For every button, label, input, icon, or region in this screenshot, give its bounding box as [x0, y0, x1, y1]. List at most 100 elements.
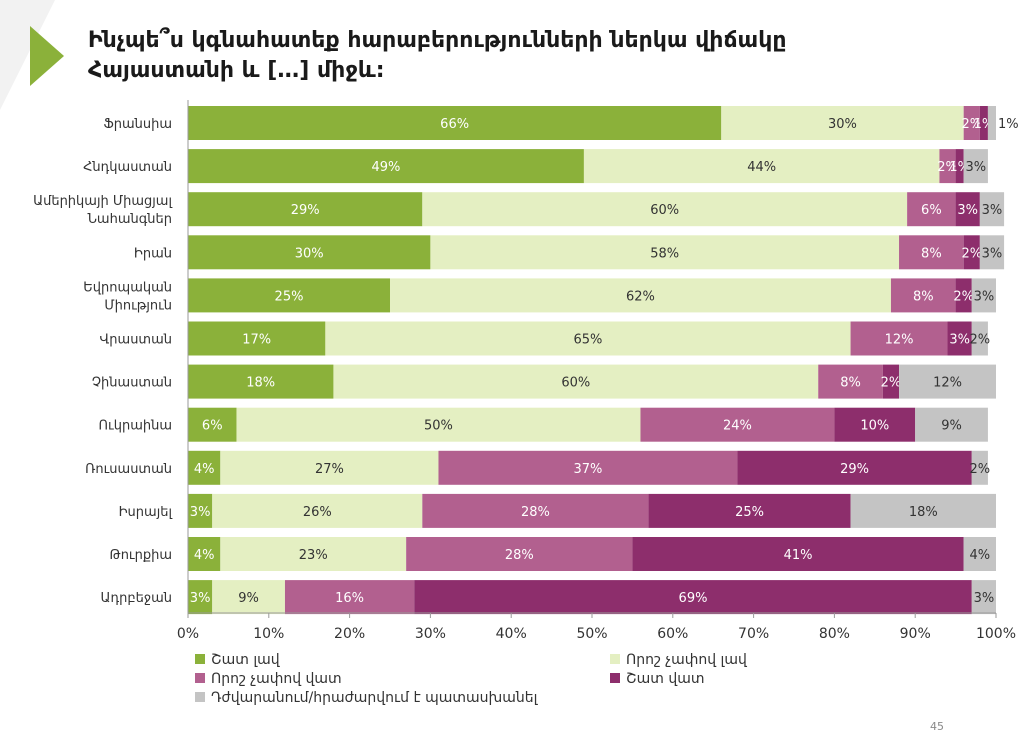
- data-label: 30%: [295, 246, 324, 261]
- data-label: 66%: [440, 117, 469, 132]
- bar-segment: [212, 493, 423, 528]
- x-tick-label: 100%: [976, 626, 1016, 642]
- category-label: Ուկրաինա: [99, 419, 172, 434]
- page-title: Ինչպե՞ս կգնահատեք հարաբերությունների ներ…: [88, 26, 948, 86]
- category-label: Իսրայել: [119, 505, 173, 520]
- title-line-2: Հայաստանի և […] միջև:: [88, 58, 385, 83]
- data-label: 2%: [953, 289, 974, 304]
- data-label: 2%: [970, 462, 991, 477]
- legend-label: Շատ լավ: [211, 652, 281, 668]
- data-label: 25%: [735, 505, 764, 520]
- data-label: 10%: [860, 419, 889, 434]
- data-label: 2%: [937, 160, 958, 175]
- data-label: 29%: [840, 462, 869, 477]
- data-label: 12%: [885, 333, 914, 348]
- bar-segment: [390, 278, 891, 313]
- x-tick-label: 70%: [738, 626, 769, 642]
- data-label: 37%: [574, 462, 603, 477]
- legend-swatch: [610, 673, 620, 683]
- category-label: Վրաստան: [100, 333, 173, 348]
- data-label: 3%: [957, 203, 978, 218]
- data-label: 3%: [190, 505, 211, 520]
- bar-segment: [834, 407, 916, 442]
- legend-swatch: [195, 692, 205, 702]
- data-label: 9%: [238, 591, 259, 606]
- bar-segment: [979, 106, 988, 140]
- x-tick-label: 0%: [177, 626, 199, 642]
- data-label: 24%: [723, 419, 752, 434]
- data-label: 8%: [840, 376, 861, 391]
- bar-segment: [188, 364, 334, 399]
- legend-label: Որոշ չափով վատ: [211, 671, 342, 687]
- data-label: 3%: [982, 246, 1003, 261]
- data-label: 3%: [965, 160, 986, 175]
- bar-segment: [955, 149, 964, 184]
- legend: Շատ լավ Որոշ չափով լավ Որոշ չափով վատ Շատ վ…: [195, 652, 748, 706]
- category-label: Ֆրանսիա: [103, 117, 172, 132]
- bar-segment: [188, 192, 423, 227]
- bar-segment: [899, 235, 964, 270]
- data-label: 18%: [246, 376, 275, 391]
- data-label: 25%: [275, 289, 304, 304]
- bar-segment: [632, 537, 964, 571]
- title-arrow-icon: [30, 26, 64, 86]
- bar-segment: [583, 149, 940, 184]
- x-tick-label: 30%: [415, 626, 446, 642]
- x-tick-label: 20%: [334, 626, 365, 642]
- bar-segment: [947, 321, 972, 356]
- data-label: 2%: [881, 376, 902, 391]
- data-label: 12%: [933, 376, 962, 391]
- data-label: 60%: [650, 203, 679, 218]
- bar-segment: [220, 537, 407, 571]
- bar-segment: [188, 407, 237, 442]
- page-number: 45: [930, 720, 944, 733]
- bar-segment: [882, 364, 900, 399]
- data-label: 27%: [315, 462, 344, 477]
- category-label: Չինաստան: [92, 376, 172, 391]
- bar-segment: [963, 149, 988, 184]
- bar-segment: [971, 321, 988, 356]
- bar-segment: [915, 407, 988, 442]
- category-labels: Ֆրանսիա Հնդկաստան Ամերիկայի Միացյալ Նահանգն…: [33, 117, 172, 606]
- legend-label: Որոշ չափով լավ: [626, 652, 748, 668]
- category-label: Ամերիկայի Միացյալ Նահանգներ: [33, 194, 172, 227]
- bar-segment: [979, 235, 1005, 270]
- data-label: 28%: [521, 505, 550, 520]
- data-label: 18%: [909, 505, 938, 520]
- category-label: Եվրոպական Միություն: [83, 280, 172, 313]
- bar-segment: [188, 493, 213, 528]
- title-line-1: Ինչպե՞ս կգնահատեք հարաբերությունների ներ…: [88, 28, 787, 53]
- bar-segment: [325, 321, 851, 356]
- bar-segment: [818, 364, 883, 399]
- bar-segment: [188, 321, 326, 356]
- bar-segment: [907, 192, 956, 227]
- data-label: 26%: [303, 505, 332, 520]
- x-tick-label: 80%: [819, 626, 850, 642]
- bar-segment: [406, 537, 633, 571]
- legend-label: Դժվարանում/հրաժարվում է պատասխանել: [211, 690, 539, 706]
- bar-segment: [979, 192, 1005, 227]
- data-label: 8%: [913, 289, 934, 304]
- data-label: 30%: [828, 117, 857, 132]
- bar-segment: [850, 493, 996, 528]
- data-label: 50%: [424, 419, 453, 434]
- data-label: 6%: [202, 419, 223, 434]
- legend-swatch: [610, 654, 620, 664]
- bar-segment: [955, 192, 980, 227]
- data-label: 3%: [982, 203, 1003, 218]
- bar-segment: [430, 235, 900, 270]
- category-label: Հնդկաստան: [83, 160, 172, 175]
- data-label: 49%: [372, 160, 401, 175]
- data-label: 3%: [974, 591, 995, 606]
- data-label: 29%: [291, 203, 320, 218]
- category-label: Ադրբեջան: [101, 591, 172, 606]
- bar-segment: [188, 537, 221, 571]
- bar-segment: [640, 407, 835, 442]
- x-axis: 0% 10% 20% 30% 40% 50% 60% 70% 80% 90% 100%: [177, 100, 1016, 642]
- category-label: Թուրքիա: [110, 548, 172, 563]
- bar-segment: [737, 450, 972, 485]
- x-tick-label: 50%: [576, 626, 607, 642]
- data-label: 2%: [961, 246, 982, 261]
- data-label: 58%: [650, 246, 679, 261]
